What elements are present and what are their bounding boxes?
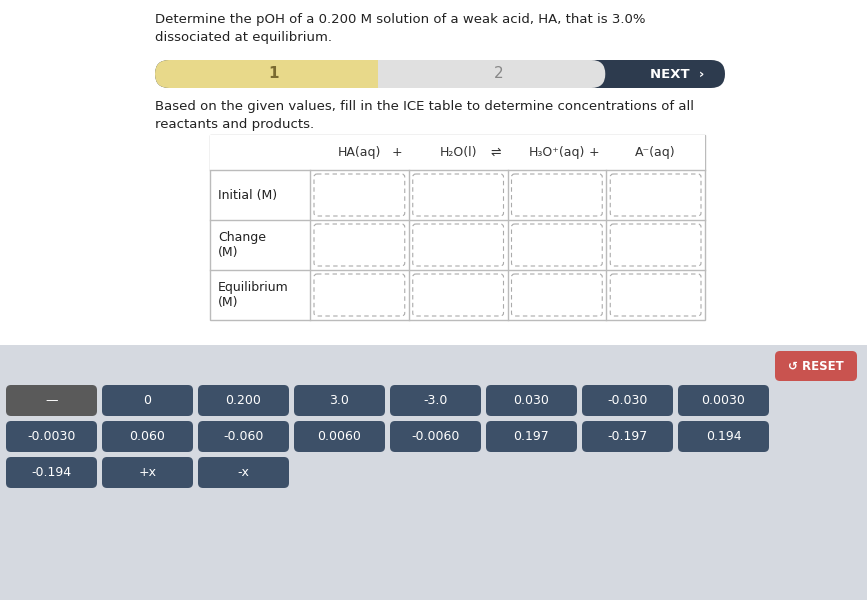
FancyBboxPatch shape bbox=[102, 385, 193, 416]
Text: ⇌: ⇌ bbox=[491, 146, 501, 159]
Text: -x: -x bbox=[238, 466, 250, 479]
Text: 0.197: 0.197 bbox=[513, 430, 550, 443]
FancyBboxPatch shape bbox=[198, 421, 289, 452]
FancyBboxPatch shape bbox=[486, 385, 577, 416]
FancyBboxPatch shape bbox=[6, 421, 97, 452]
Text: -0.030: -0.030 bbox=[607, 394, 648, 407]
Text: -0.0060: -0.0060 bbox=[411, 430, 460, 443]
FancyBboxPatch shape bbox=[314, 274, 405, 316]
Text: 0.0030: 0.0030 bbox=[701, 394, 746, 407]
Text: H₃O⁺(aq): H₃O⁺(aq) bbox=[529, 146, 585, 159]
Text: NEXT  ›: NEXT › bbox=[649, 67, 704, 80]
FancyBboxPatch shape bbox=[775, 351, 857, 381]
FancyBboxPatch shape bbox=[413, 274, 504, 316]
FancyBboxPatch shape bbox=[392, 60, 605, 88]
FancyBboxPatch shape bbox=[582, 421, 673, 452]
FancyBboxPatch shape bbox=[610, 174, 701, 216]
Text: 0.0060: 0.0060 bbox=[317, 430, 362, 443]
FancyBboxPatch shape bbox=[678, 421, 769, 452]
Text: Initial (M): Initial (M) bbox=[218, 188, 277, 202]
FancyBboxPatch shape bbox=[314, 174, 405, 216]
FancyBboxPatch shape bbox=[294, 421, 385, 452]
FancyBboxPatch shape bbox=[198, 385, 289, 416]
Text: 0.030: 0.030 bbox=[513, 394, 550, 407]
FancyBboxPatch shape bbox=[413, 174, 504, 216]
Text: ↺ RESET: ↺ RESET bbox=[788, 359, 844, 373]
FancyBboxPatch shape bbox=[678, 385, 769, 416]
Text: Equilibrium
(M): Equilibrium (M) bbox=[218, 281, 289, 309]
Bar bbox=[0, 345, 867, 600]
FancyBboxPatch shape bbox=[390, 385, 481, 416]
FancyBboxPatch shape bbox=[610, 224, 701, 266]
FancyBboxPatch shape bbox=[512, 174, 603, 216]
Text: 0: 0 bbox=[144, 394, 152, 407]
FancyBboxPatch shape bbox=[486, 421, 577, 452]
Text: Determine the pOH of a 0.200 M solution of a weak acid, HA, that is 3.0%
dissoci: Determine the pOH of a 0.200 M solution … bbox=[155, 13, 646, 44]
FancyBboxPatch shape bbox=[155, 60, 392, 88]
FancyBboxPatch shape bbox=[102, 421, 193, 452]
FancyBboxPatch shape bbox=[102, 457, 193, 488]
Text: -0.0030: -0.0030 bbox=[28, 430, 75, 443]
Text: +x: +x bbox=[139, 466, 157, 479]
Text: 0.194: 0.194 bbox=[706, 430, 741, 443]
FancyBboxPatch shape bbox=[198, 457, 289, 488]
FancyBboxPatch shape bbox=[512, 274, 603, 316]
Text: 0.060: 0.060 bbox=[129, 430, 166, 443]
Text: -0.197: -0.197 bbox=[608, 430, 648, 443]
Text: -3.0: -3.0 bbox=[423, 394, 447, 407]
Text: —: — bbox=[45, 394, 58, 407]
Text: HA(aq): HA(aq) bbox=[337, 146, 381, 159]
Text: A⁻(aq): A⁻(aq) bbox=[636, 146, 676, 159]
FancyBboxPatch shape bbox=[6, 457, 97, 488]
Text: 1: 1 bbox=[268, 67, 278, 82]
Text: 2: 2 bbox=[493, 67, 503, 82]
Bar bbox=[210, 135, 705, 320]
Text: H₂O(l): H₂O(l) bbox=[440, 146, 477, 159]
Text: Based on the given values, fill in the ICE table to determine concentrations of : Based on the given values, fill in the I… bbox=[155, 100, 694, 131]
FancyBboxPatch shape bbox=[582, 385, 673, 416]
Text: Change
(M): Change (M) bbox=[218, 231, 266, 259]
FancyBboxPatch shape bbox=[413, 224, 504, 266]
FancyBboxPatch shape bbox=[294, 385, 385, 416]
Bar bbox=[377, 60, 406, 88]
FancyBboxPatch shape bbox=[6, 385, 97, 416]
FancyBboxPatch shape bbox=[155, 60, 725, 88]
Text: 3.0: 3.0 bbox=[329, 394, 349, 407]
Text: -0.194: -0.194 bbox=[31, 466, 72, 479]
Text: -0.060: -0.060 bbox=[224, 430, 264, 443]
Text: +: + bbox=[392, 146, 402, 159]
Text: 0.200: 0.200 bbox=[225, 394, 262, 407]
Text: +: + bbox=[589, 146, 600, 159]
FancyBboxPatch shape bbox=[390, 421, 481, 452]
FancyBboxPatch shape bbox=[610, 274, 701, 316]
FancyBboxPatch shape bbox=[314, 224, 405, 266]
FancyBboxPatch shape bbox=[512, 224, 603, 266]
Bar bbox=[210, 135, 705, 170]
